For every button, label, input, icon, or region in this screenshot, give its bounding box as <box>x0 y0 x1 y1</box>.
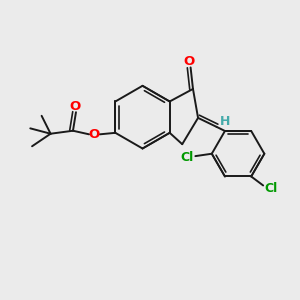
Text: O: O <box>89 128 100 141</box>
Text: Cl: Cl <box>180 151 194 164</box>
Text: H: H <box>220 115 231 128</box>
Text: O: O <box>184 55 195 68</box>
Text: Cl: Cl <box>264 182 277 195</box>
Text: O: O <box>70 100 81 113</box>
